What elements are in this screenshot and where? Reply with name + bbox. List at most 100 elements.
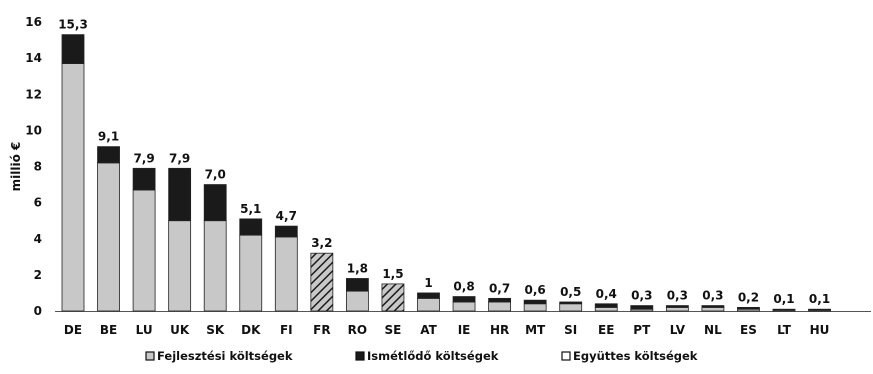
y-tick-label: 14 — [25, 51, 42, 65]
bar-nl-series-0 — [701, 306, 725, 312]
total-label: 0,8 — [453, 280, 474, 294]
bar-sk-series-1 — [203, 184, 227, 222]
legend-label: Fejlesztési költségek — [157, 349, 293, 363]
total-label: 0,5 — [560, 285, 581, 299]
bar-ro-series-1 — [345, 278, 369, 292]
bar-ie-series-1 — [452, 296, 476, 303]
total-label: 0,2 — [738, 290, 759, 304]
bars — [61, 34, 831, 312]
legend-label: Együttes költségek — [573, 349, 698, 363]
bar-ro-series-0 — [345, 290, 369, 312]
legend-label: Ismétlődő költségek — [367, 349, 499, 363]
bar-lu-series-0 — [132, 189, 156, 312]
bar-lu-series-1 — [132, 167, 156, 191]
bar-ee-series-1 — [594, 303, 618, 308]
bar-be-series-0 — [97, 162, 120, 312]
bar-si-series-1 — [559, 301, 583, 305]
bar-ee-series-0 — [594, 306, 618, 312]
y-tick-label: 12 — [25, 87, 42, 101]
bar-si-series-0 — [559, 303, 583, 312]
bar-uk-series-1 — [168, 167, 192, 222]
x-tick-label: HR — [490, 323, 509, 337]
bar-dk-series-0 — [239, 234, 263, 312]
y-tick-label: 2 — [34, 268, 42, 282]
total-label: 3,2 — [311, 236, 332, 250]
total-label: 0,1 — [773, 292, 794, 306]
x-tick-label: LT — [777, 323, 792, 337]
bar-lt-series-1 — [772, 308, 796, 311]
bar-mt-series-1 — [523, 299, 547, 305]
total-label: 0,3 — [702, 289, 723, 303]
x-tick-label: LV — [670, 323, 686, 337]
bar-fi-series-1 — [274, 225, 298, 238]
total-label: 1,5 — [382, 267, 403, 281]
y-tick-label: 6 — [34, 196, 42, 210]
y-axis-label: millió € — [9, 142, 23, 192]
bar-mt-series-0 — [523, 303, 547, 312]
bar-be-series-1 — [97, 146, 120, 164]
total-label: 0,6 — [525, 283, 546, 297]
bar-at-series-0 — [417, 297, 440, 312]
total-label: 1,8 — [347, 261, 368, 275]
x-tick-label: DE — [64, 323, 82, 337]
x-tick-label: UK — [170, 323, 190, 337]
data-labels: 15,3 DE 9,1 BE 7,9 LU 7,9 UK 7,0 SK 5,1 DK 4,7 FI 3,2 F… — [58, 18, 830, 337]
y-tick-label: 0 — [34, 304, 42, 318]
x-tick-label: SK — [206, 323, 225, 337]
total-label: 0,4 — [596, 287, 617, 301]
total-label: 9,1 — [98, 130, 119, 144]
total-label: 0,7 — [489, 281, 510, 295]
y-tick-label: 10 — [25, 123, 42, 137]
total-label: 0,1 — [809, 292, 830, 306]
x-tick-label: BE — [100, 323, 117, 337]
bar-hu-series-1 — [808, 308, 831, 311]
total-label: 4,7 — [276, 209, 297, 223]
x-tick-label: FR — [313, 323, 330, 337]
x-tick-label: LU — [136, 323, 153, 337]
bar-uk-series-0 — [168, 220, 192, 312]
bar-pt-series-1 — [630, 305, 654, 310]
total-label: 7,9 — [133, 151, 154, 165]
bar-fr-series-2 — [310, 252, 334, 312]
x-tick-label: FI — [280, 323, 293, 337]
total-label: 1 — [424, 276, 432, 290]
x-tick-label: MT — [525, 323, 546, 337]
x-tick-label: HU — [810, 323, 830, 337]
y-tick-label: 16 — [25, 15, 42, 29]
x-tick-label: SI — [564, 323, 577, 337]
legend-swatch — [145, 351, 155, 361]
legend: Fejlesztési költségek Ismétlődő költségek… — [145, 349, 698, 363]
x-tick-label: EE — [598, 323, 614, 337]
bar-lv-series-1 — [665, 305, 689, 308]
bar-hr-series-0 — [488, 301, 512, 312]
bar-dk-series-1 — [239, 218, 263, 236]
bar-de-series-0 — [61, 63, 85, 312]
x-tick-label: IE — [458, 323, 471, 337]
bar-sk-series-0 — [203, 220, 227, 312]
x-tick-label: ES — [740, 323, 757, 337]
bar-es-series-1 — [737, 306, 760, 310]
y-tick-label: 4 — [34, 232, 42, 246]
total-label: 0,3 — [667, 289, 688, 303]
total-label: 0,3 — [631, 289, 652, 303]
bar-de-series-1 — [61, 34, 85, 64]
total-label: 5,1 — [240, 202, 261, 216]
legend-swatch — [561, 351, 571, 361]
bar-nl-series-1 — [701, 305, 725, 308]
x-tick-label: RO — [348, 323, 367, 337]
bar-fi-series-0 — [274, 236, 298, 312]
y-tick-label: 8 — [34, 160, 42, 174]
x-tick-label: SE — [385, 323, 402, 337]
total-label: 7,0 — [205, 168, 226, 182]
x-tick-label: DK — [241, 323, 261, 337]
total-label: 7,9 — [169, 151, 190, 165]
axes: 0 2 4 6 8 10 12 14 16 millió € — [9, 15, 871, 318]
total-label: 15,3 — [58, 18, 88, 32]
x-tick-label: NL — [704, 323, 722, 337]
legend-swatch — [355, 351, 365, 361]
bar-ie-series-0 — [452, 301, 476, 312]
bar-lv-series-0 — [665, 306, 689, 312]
bar-at-series-1 — [417, 292, 440, 299]
